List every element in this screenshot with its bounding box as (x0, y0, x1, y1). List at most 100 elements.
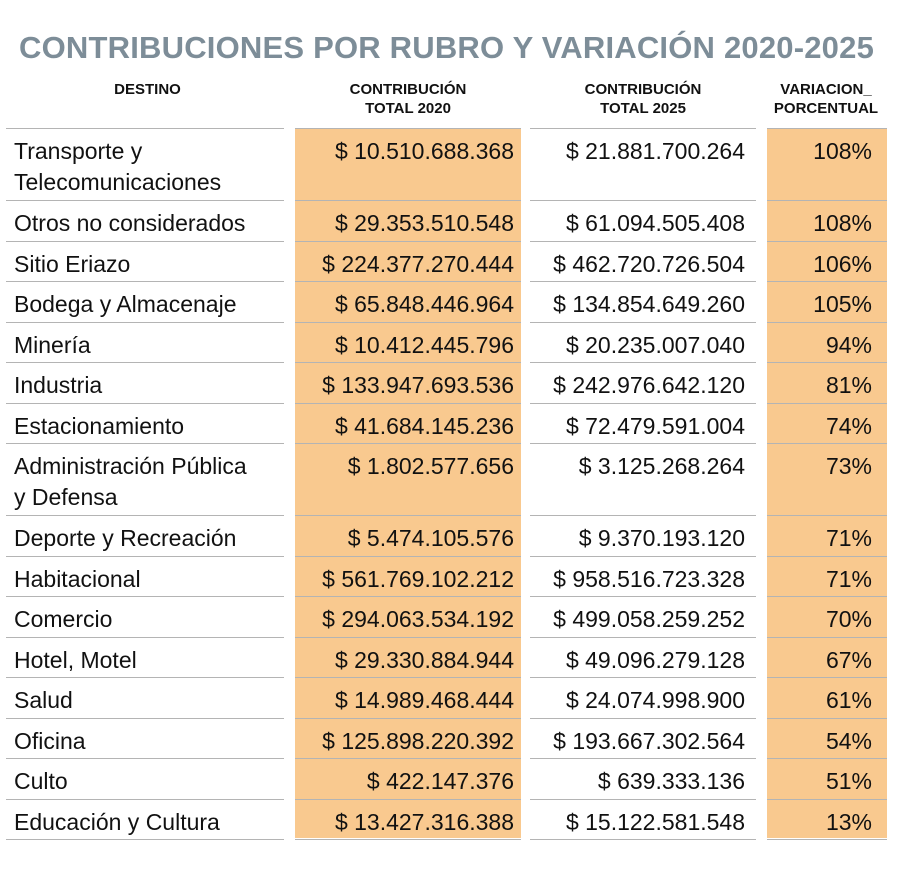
row-variation: 70% (825, 606, 872, 632)
row-variation: 108% (813, 138, 872, 164)
row-destino: Culto (14, 768, 68, 794)
row-divider (530, 637, 756, 638)
row-divider (767, 281, 887, 282)
row-divider (767, 556, 887, 557)
row-divider (530, 839, 756, 840)
row-value-2020: $ 14.989.468.444 (334, 687, 514, 713)
row-value-2020: $ 29.330.884.944 (334, 646, 514, 673)
row-variation: 67% (825, 646, 872, 673)
row-value-2020: $ 1.802.577.656 (347, 453, 514, 479)
row-divider (295, 200, 521, 201)
row-divider (295, 799, 521, 800)
row-divider (295, 556, 521, 557)
row-value-2025: $ 462.720.726.504 (553, 250, 745, 277)
row-divider (295, 515, 521, 516)
row-divider (767, 677, 887, 678)
row-variation: 73% (825, 453, 872, 479)
row-divider (767, 799, 887, 800)
row-divider (530, 799, 756, 800)
row-value-2025: $ 242.976.642.120 (553, 372, 745, 398)
row-destino: Habitacional (14, 565, 141, 592)
row-value-2020: $ 422.147.376 (366, 768, 514, 794)
row-divider (530, 718, 756, 719)
table-title: CONTRIBUCIONES POR RUBRO Y VARIACIÓN 202… (19, 30, 875, 65)
row-divider (530, 403, 756, 404)
row-destino: Bodega y Almacenaje (14, 291, 237, 317)
row-value-2020: $ 5.474.105.576 (347, 525, 514, 551)
row-divider (295, 677, 521, 678)
row-divider (767, 718, 887, 719)
row-divider (530, 596, 756, 597)
row-divider (767, 200, 887, 201)
row-value-2025: $ 193.667.302.564 (553, 727, 745, 754)
row-destino: Comercio (14, 606, 113, 632)
table-top-rule (6, 128, 284, 129)
highlight-column-2020 (295, 128, 521, 838)
row-divider (6, 799, 284, 800)
row-value-2020: $ 133.947.693.536 (322, 372, 514, 398)
row-destino: Estacionamiento (14, 412, 185, 439)
row-divider (6, 677, 284, 678)
row-value-2020: $ 224.377.270.444 (322, 250, 514, 277)
row-variation: 61% (825, 687, 872, 713)
row-divider (767, 596, 887, 597)
row-variation: 51% (825, 768, 872, 794)
row-divider (295, 281, 521, 282)
row-divider (6, 839, 284, 840)
row-divider (6, 596, 284, 597)
row-divider (295, 839, 521, 840)
table-top-rule (530, 128, 756, 129)
row-value-2025: $ 3.125.268.264 (578, 453, 745, 479)
row-divider (295, 443, 521, 444)
row-divider (530, 281, 756, 282)
row-divider (295, 637, 521, 638)
row-value-2025: $ 61.094.505.408 (565, 210, 745, 236)
row-destino: Salud (14, 687, 73, 713)
row-divider (6, 281, 284, 282)
row-divider (6, 362, 284, 363)
row-divider (767, 515, 887, 516)
row-divider (6, 637, 284, 638)
row-value-2020: $ 561.769.102.212 (322, 565, 514, 592)
row-variation: 105% (813, 291, 872, 317)
row-variation: 106% (813, 250, 872, 277)
row-value-2025: $ 49.096.279.128 (565, 646, 745, 673)
row-destino: Deporte y Recreación (14, 525, 237, 551)
highlight-column-variacion (767, 128, 887, 838)
row-value-2025: $ 958.516.723.328 (553, 565, 745, 592)
row-destino: Transporte y Telecomunicaciones (14, 138, 222, 195)
row-destino: Educación y Cultura (14, 808, 220, 835)
row-value-2025: $ 21.881.700.264 (565, 138, 745, 164)
row-variation: 74% (825, 412, 872, 439)
row-value-2025: $ 20.235.007.040 (565, 331, 745, 358)
row-divider (530, 241, 756, 242)
row-divider (6, 443, 284, 444)
row-divider (6, 403, 284, 404)
row-destino: Minería (14, 331, 91, 358)
row-divider (530, 443, 756, 444)
row-variation: 71% (825, 565, 872, 592)
row-divider (6, 322, 284, 323)
row-destino: Otros no considerados (14, 210, 246, 236)
row-value-2020: $ 65.848.446.964 (334, 291, 514, 317)
row-divider (767, 403, 887, 404)
table-top-rule (767, 128, 887, 129)
row-divider (295, 403, 521, 404)
row-value-2020: $ 125.898.220.392 (322, 727, 514, 754)
header-contribucion-2025: CONTRIBUCIÓN TOTAL 2025 (584, 81, 702, 117)
row-value-2020: $ 29.353.510.548 (334, 210, 514, 236)
row-divider (767, 322, 887, 323)
row-divider (295, 362, 521, 363)
row-value-2020: $ 10.510.688.368 (334, 138, 514, 164)
row-value-2025: $ 134.854.649.260 (553, 291, 745, 317)
row-divider (295, 241, 521, 242)
row-destino: Oficina (14, 727, 86, 754)
row-value-2020: $ 13.427.316.388 (334, 808, 514, 835)
row-value-2025: $ 639.333.136 (597, 768, 745, 794)
row-destino: Industria (14, 372, 103, 398)
row-value-2025: $ 9.370.193.120 (578, 525, 745, 551)
row-value-2025: $ 15.122.581.548 (565, 808, 745, 835)
row-divider (6, 556, 284, 557)
row-divider (530, 758, 756, 759)
row-value-2025: $ 72.479.591.004 (565, 412, 745, 439)
